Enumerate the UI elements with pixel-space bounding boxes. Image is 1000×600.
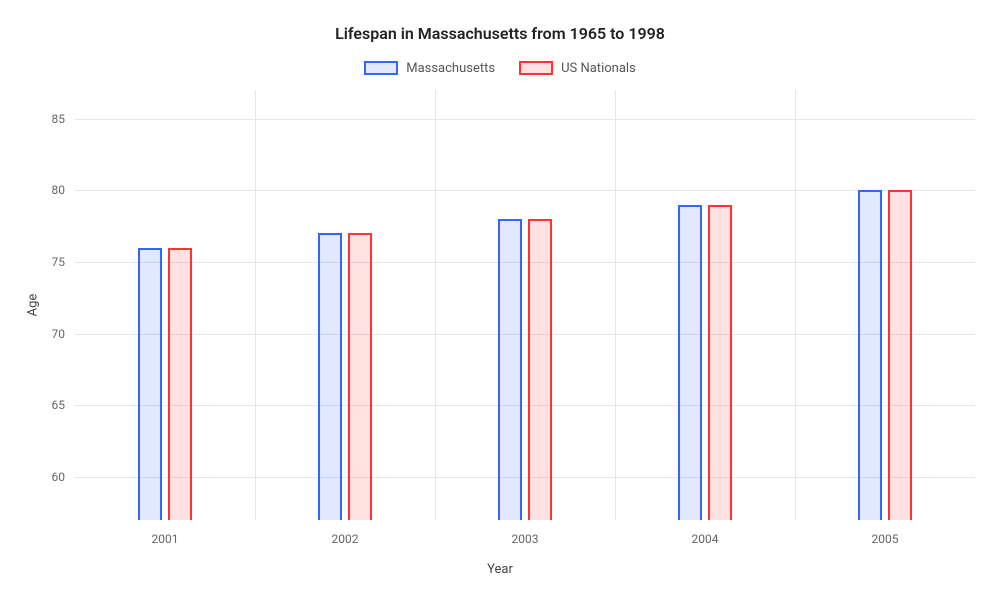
x-tick-label: 2002 [332,532,359,546]
bar [528,219,552,520]
y-tick-label: 75 [52,255,66,269]
x-tick-label: 2001 [152,532,179,546]
x-tick-label: 2004 [692,532,719,546]
bar [708,205,732,520]
bar [498,219,522,520]
legend: Massachusetts US Nationals [0,60,1000,79]
plot-area: 60657075808520012002200320042005 [75,90,975,520]
chart-container: Lifespan in Massachusetts from 1965 to 1… [0,0,1000,600]
y-gridline [75,119,975,120]
x-gridline [435,90,436,520]
legend-label-0: Massachusetts [406,61,495,76]
y-tick-label: 60 [52,470,66,484]
legend-label-1: US Nationals [561,61,636,76]
legend-item-0: Massachusetts [364,61,495,76]
legend-swatch-1 [519,61,553,75]
bar [858,190,882,520]
chart-title: Lifespan in Massachusetts from 1965 to 1… [0,24,1000,43]
bar [678,205,702,520]
y-tick-label: 65 [52,398,66,412]
x-gridline [615,90,616,520]
y-gridline [75,190,975,191]
bar [138,248,162,520]
legend-swatch-0 [364,61,398,75]
bar [348,233,372,520]
y-gridline [75,477,975,478]
bar [318,233,342,520]
y-gridline [75,405,975,406]
y-tick-label: 80 [52,183,66,197]
y-gridline [75,334,975,335]
y-tick-label: 85 [52,112,66,126]
bar [168,248,192,520]
x-tick-label: 2003 [512,532,539,546]
x-tick-label: 2005 [872,532,899,546]
x-gridline [255,90,256,520]
y-tick-label: 70 [52,327,66,341]
x-gridline [795,90,796,520]
x-axis-title: Year [487,562,513,577]
y-axis-title: Age [26,294,41,317]
legend-item-1: US Nationals [519,61,636,76]
y-gridline [75,262,975,263]
bar [888,190,912,520]
